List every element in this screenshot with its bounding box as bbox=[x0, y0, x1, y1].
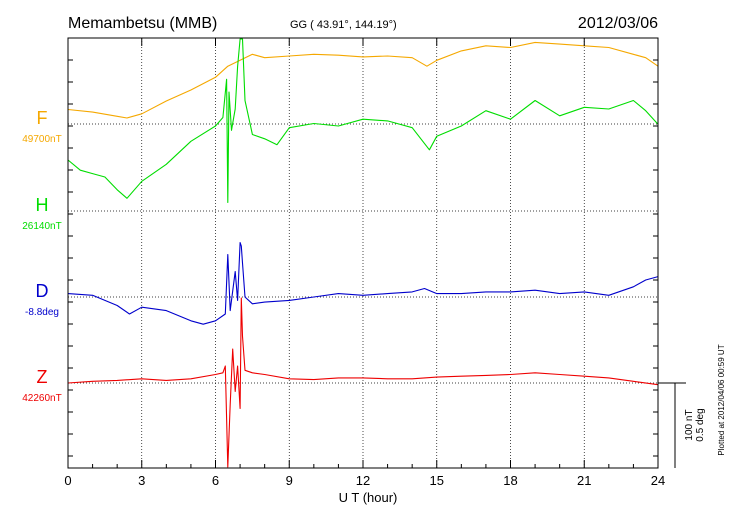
x-tick-label: 24 bbox=[651, 473, 665, 488]
x-tick-label: 21 bbox=[577, 473, 591, 488]
series-baseline-f: 49700nT bbox=[22, 134, 61, 145]
series-line-d bbox=[67, 242, 659, 325]
scale-bar-deg-label: 0.5 deg bbox=[695, 408, 706, 441]
x-tick-label: 18 bbox=[503, 473, 517, 488]
series-labels: F 49700nT H 26140nT D -8.8deg Z 42260nT bbox=[22, 108, 61, 404]
series-name-z: Z bbox=[37, 367, 48, 387]
scale-bar: 100 nT 0.5 deg bbox=[658, 382, 706, 468]
grid bbox=[141, 38, 585, 468]
plotted-timestamp: Plotted at 2012/04/06 00:59 UT bbox=[717, 344, 726, 455]
y-minor-ticks bbox=[68, 59, 658, 457]
series-line-z bbox=[67, 297, 659, 468]
series-baseline-h: 26140nT bbox=[22, 221, 61, 232]
plot-frame bbox=[67, 37, 659, 469]
station-title: Memambetsu (MMB) bbox=[68, 15, 217, 32]
series-baseline-z: 42260nT bbox=[22, 393, 61, 404]
series-line-h bbox=[67, 38, 659, 204]
station-coordinates: GG ( 43.91°, 144.19°) bbox=[290, 19, 397, 31]
x-tick-label: 3 bbox=[138, 473, 145, 488]
x-axis-label: U T (hour) bbox=[339, 490, 398, 505]
series-lines bbox=[67, 38, 659, 468]
series-line-f bbox=[67, 41, 659, 119]
x-tick-label: 6 bbox=[212, 473, 219, 488]
x-tick-label: 9 bbox=[286, 473, 293, 488]
date-label: 2012/03/06 bbox=[578, 15, 658, 32]
x-tick-label: 12 bbox=[356, 473, 370, 488]
series-baseline-d: -8.8deg bbox=[25, 307, 59, 318]
x-axis-ticks: 0 3 6 9 12 15 18 21 24 bbox=[64, 38, 665, 488]
baselines bbox=[68, 123, 658, 384]
x-tick-label: 0 bbox=[64, 473, 71, 488]
series-name-d: D bbox=[36, 281, 49, 301]
x-tick-label: 15 bbox=[430, 473, 444, 488]
scale-bar-nt-label: 100 nT bbox=[684, 409, 695, 440]
series-name-f: F bbox=[37, 108, 48, 128]
series-name-h: H bbox=[36, 195, 49, 215]
